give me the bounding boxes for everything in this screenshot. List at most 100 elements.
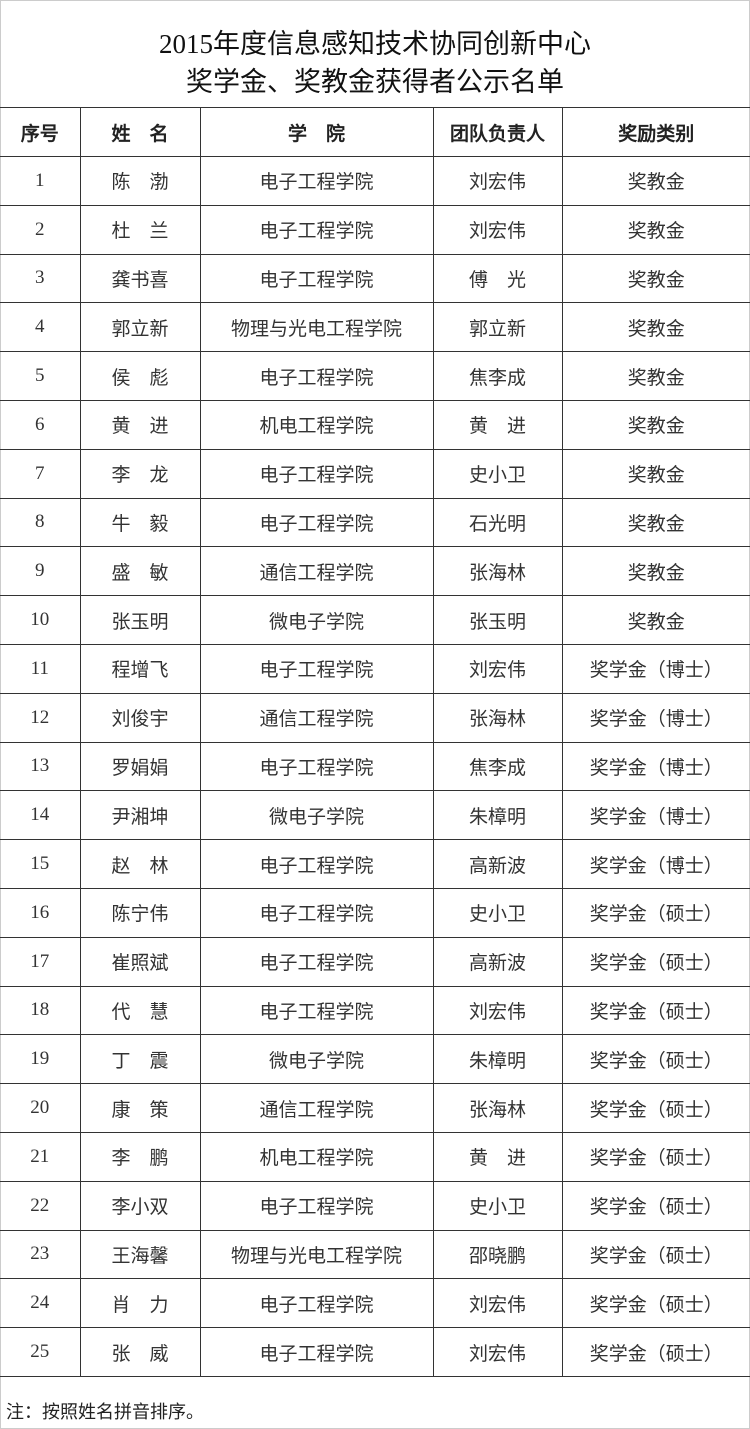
cell-award-type: 奖教金 <box>561 253 750 304</box>
cell-name: 张玉明 <box>79 595 201 645</box>
cell-team-leader: 高新波 <box>432 839 563 889</box>
header-index: 序号 <box>0 107 81 157</box>
cell-name: 崔照斌 <box>79 936 201 987</box>
cell-college: 通信工程学院 <box>199 692 434 743</box>
table-row: 13 罗娟娟 电子工程学院 焦李成 奖学金（博士） <box>0 741 750 792</box>
cell-index: 22 <box>0 1180 81 1231</box>
cell-team-leader: 刘宏伟 <box>432 985 563 1036</box>
cell-college: 电子工程学院 <box>199 741 434 792</box>
cell-index: 1 <box>0 156 81 206</box>
cell-name: 李 龙 <box>79 448 201 499</box>
cell-team-leader: 刘宏伟 <box>432 156 563 206</box>
cell-award-type: 奖学金（博士） <box>561 692 750 743</box>
cell-college: 电子工程学院 <box>199 643 434 694</box>
cell-index: 7 <box>0 448 81 499</box>
cell-team-leader: 张海林 <box>432 546 563 597</box>
cell-college: 电子工程学院 <box>199 1327 434 1377</box>
cell-name: 丁 震 <box>79 1034 201 1085</box>
cell-college: 微电子学院 <box>199 790 434 841</box>
table-row: 24 肖 力电子工程学院 刘宏伟 奖学金（硕士） <box>0 1278 750 1329</box>
table-row: 4 郭立新 物理与光电工程学院 郭立新 奖教金 <box>0 302 750 353</box>
cell-index: 12 <box>0 692 81 743</box>
cell-name: 侯 彪 <box>79 351 201 401</box>
table-row: 19 丁 震微电子学院 朱樟明 奖学金（硕士） <box>0 1034 750 1085</box>
cell-college: 电子工程学院 <box>199 448 434 499</box>
cell-name: 陈 渤 <box>79 156 201 206</box>
cell-award-type: 奖教金 <box>561 448 750 499</box>
cell-team-leader: 朱樟明 <box>432 1034 563 1085</box>
cell-college: 电子工程学院 <box>199 1180 434 1231</box>
cell-name: 王海馨 <box>79 1229 201 1280</box>
cell-name: 李小双 <box>79 1180 201 1231</box>
cell-college: 电子工程学院 <box>199 839 434 889</box>
cell-index: 2 <box>0 204 81 255</box>
header-award-type: 奖励类别 <box>561 107 750 157</box>
cell-college: 电子工程学院 <box>199 1278 434 1329</box>
cell-college: 电子工程学院 <box>199 253 434 304</box>
cell-team-leader: 郭立新 <box>432 302 563 353</box>
cell-award-type: 奖教金 <box>561 546 750 597</box>
cell-name: 牛 毅 <box>79 497 201 548</box>
header-name: 姓 名 <box>79 107 201 157</box>
cell-index: 11 <box>0 643 81 694</box>
table-row: 12 刘俊宇 通信工程学院 张海林 奖学金（博士） <box>0 692 750 743</box>
cell-award-type: 奖教金 <box>561 156 750 206</box>
cell-award-type: 奖学金（硕士） <box>561 936 750 987</box>
cell-index: 5 <box>0 351 81 401</box>
cell-team-leader: 刘宏伟 <box>432 1327 563 1377</box>
cell-name: 肖 力 <box>79 1278 201 1329</box>
table-header-row: 序号 姓 名 学 院 团队负责人 奖励类别 <box>0 107 750 157</box>
cell-name: 尹湘坤 <box>79 790 201 841</box>
cell-award-type: 奖学金（硕士） <box>561 985 750 1036</box>
cell-name: 康 策 <box>79 1083 201 1133</box>
footnote: 注：按照姓名拼音排序。 <box>6 1402 204 1422</box>
cell-college: 机电工程学院 <box>199 399 434 450</box>
cell-team-leader: 刘宏伟 <box>432 204 563 255</box>
cell-name: 程增飞 <box>79 643 201 694</box>
cell-award-type: 奖学金（博士） <box>561 790 750 841</box>
table-row: 18 代 慧电子工程学院 刘宏伟 奖学金（硕士） <box>0 985 750 1036</box>
title-line-2: 奖学金、奖教金获得者公示名单 <box>186 67 564 97</box>
table-row: 15 赵 林电子工程学院 高新波 奖学金（博士） <box>0 839 750 889</box>
cell-college: 物理与光电工程学院 <box>199 302 434 353</box>
table-row: 17 崔照斌 电子工程学院 高新波 奖学金（硕士） <box>0 936 750 987</box>
table-row: 21 李 鹏机电工程学院黄 进奖学金（硕士） <box>0 1131 750 1182</box>
cell-award-type: 奖学金（博士） <box>561 839 750 889</box>
cell-team-leader: 史小卫 <box>432 1180 563 1231</box>
cell-award-type: 奖教金 <box>561 399 750 450</box>
cell-index: 14 <box>0 790 81 841</box>
cell-award-type: 奖教金 <box>561 351 750 401</box>
table-row: 22 李小双 电子工程学院 史小卫 奖学金（硕士） <box>0 1180 750 1231</box>
cell-index: 10 <box>0 595 81 645</box>
cell-award-type: 奖教金 <box>561 204 750 255</box>
cell-college: 电子工程学院 <box>199 887 434 938</box>
cell-award-type: 奖学金（硕士） <box>561 1083 750 1133</box>
cell-name: 陈宁伟 <box>79 887 201 938</box>
cell-index: 8 <box>0 497 81 548</box>
cell-index: 23 <box>0 1229 81 1280</box>
cell-college: 物理与光电工程学院 <box>199 1229 434 1280</box>
cell-team-leader: 史小卫 <box>432 448 563 499</box>
cell-index: 16 <box>0 887 81 938</box>
cell-team-leader: 张海林 <box>432 1083 563 1133</box>
table-row: 10 张玉明 微电子学院 张玉明 奖教金 <box>0 595 750 645</box>
cell-index: 20 <box>0 1083 81 1133</box>
cell-name: 郭立新 <box>79 302 201 353</box>
header-college: 学 院 <box>199 107 434 157</box>
cell-team-leader: 张海林 <box>432 692 563 743</box>
cell-award-type: 奖学金（硕士） <box>561 1278 750 1329</box>
table-row: 3 龚书喜 电子工程学院傅 光奖教金 <box>0 253 750 304</box>
cell-award-type: 奖学金（硕士） <box>561 887 750 938</box>
cell-college: 微电子学院 <box>199 595 434 645</box>
cell-college: 机电工程学院 <box>199 1131 434 1182</box>
cell-index: 9 <box>0 546 81 597</box>
cell-college: 电子工程学院 <box>199 985 434 1036</box>
cell-index: 3 <box>0 253 81 304</box>
cell-award-type: 奖学金（硕士） <box>561 1034 750 1085</box>
